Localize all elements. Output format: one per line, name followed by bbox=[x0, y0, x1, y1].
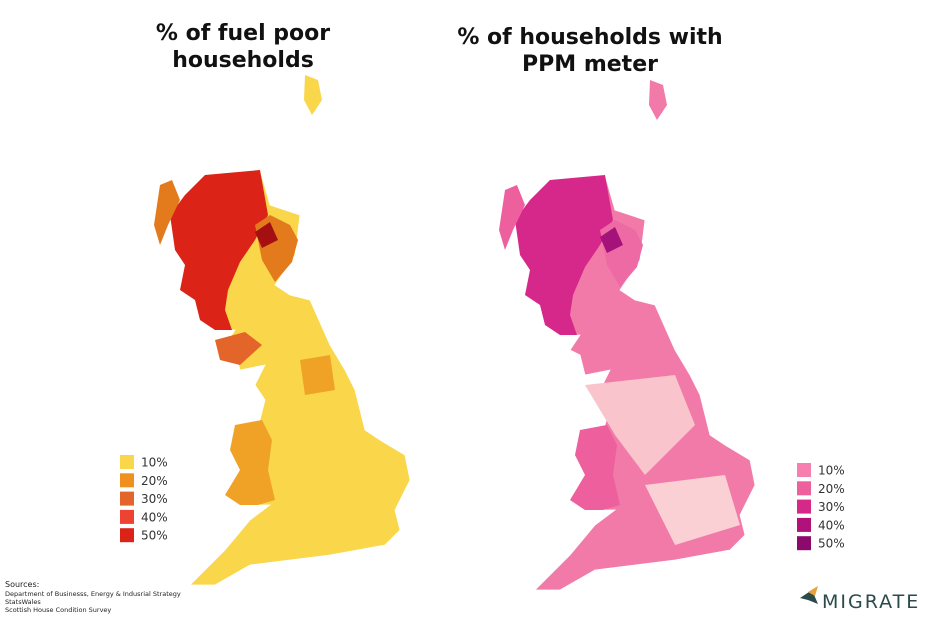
map-left bbox=[154, 75, 411, 586]
legend-swatch bbox=[797, 536, 811, 551]
legend-label: 50% bbox=[818, 537, 845, 551]
legend-swatch bbox=[797, 463, 811, 477]
map-title: PPM meter bbox=[522, 52, 658, 77]
legend-swatch bbox=[120, 509, 134, 524]
legend-label: 50% bbox=[141, 529, 168, 543]
legend-label: 20% bbox=[141, 474, 168, 488]
map-right bbox=[499, 80, 756, 591]
legend-label: 20% bbox=[818, 482, 845, 496]
legends: 10% 20% 30% 40% 50% 10% 20% 30% 40% 50% bbox=[120, 455, 845, 551]
source-line: Sources: bbox=[5, 580, 39, 589]
legend-swatch bbox=[797, 517, 811, 532]
legend-swatch bbox=[120, 528, 134, 543]
legend-swatch bbox=[120, 491, 134, 506]
logo-text: MIGRATE bbox=[822, 591, 920, 613]
logo: MIGRATE bbox=[800, 586, 920, 613]
source-line: StatsWales bbox=[5, 598, 41, 606]
map-title: % of fuel poor bbox=[156, 21, 330, 46]
legend-swatch bbox=[120, 455, 134, 469]
source-line: Department of Businesss, Energy & Indusr… bbox=[5, 590, 181, 598]
legend-label: 10% bbox=[818, 464, 845, 478]
legend-swatch bbox=[797, 499, 811, 514]
legend-swatch bbox=[797, 481, 811, 496]
map-title: households bbox=[172, 48, 314, 73]
legend-swatch bbox=[120, 473, 134, 488]
source-line: Scottish House Condition Survey bbox=[5, 606, 111, 614]
legend-label: 40% bbox=[818, 518, 845, 532]
legend-label: 30% bbox=[141, 492, 168, 506]
legend-label: 10% bbox=[141, 456, 168, 470]
map-title: % of households with bbox=[457, 25, 722, 50]
legend-label: 30% bbox=[818, 500, 845, 514]
legend-label: 40% bbox=[141, 510, 168, 524]
